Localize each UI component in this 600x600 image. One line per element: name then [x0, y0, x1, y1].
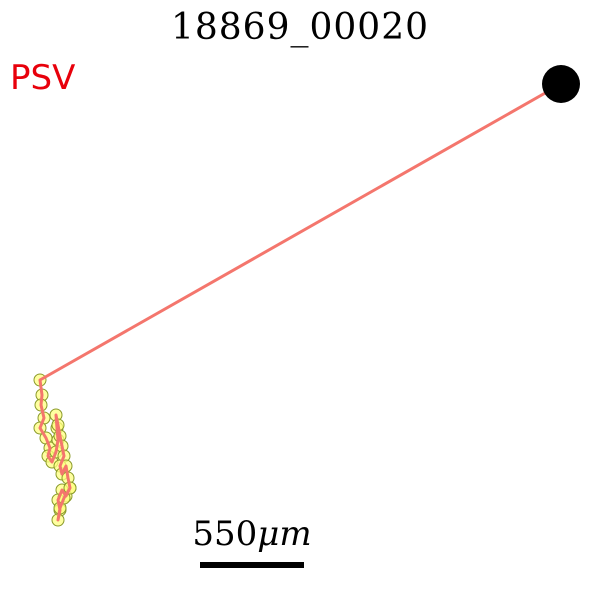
scale-value: 550	[192, 514, 258, 554]
scale-bar	[200, 562, 304, 568]
scale-bar-label: 550μm	[190, 512, 314, 556]
scale-unit: μm	[257, 514, 312, 554]
track-endpoint	[542, 65, 580, 103]
condition-label: PSV	[10, 58, 76, 98]
figure-title: 18869_00020	[170, 7, 430, 48]
track-path	[38, 82, 563, 522]
